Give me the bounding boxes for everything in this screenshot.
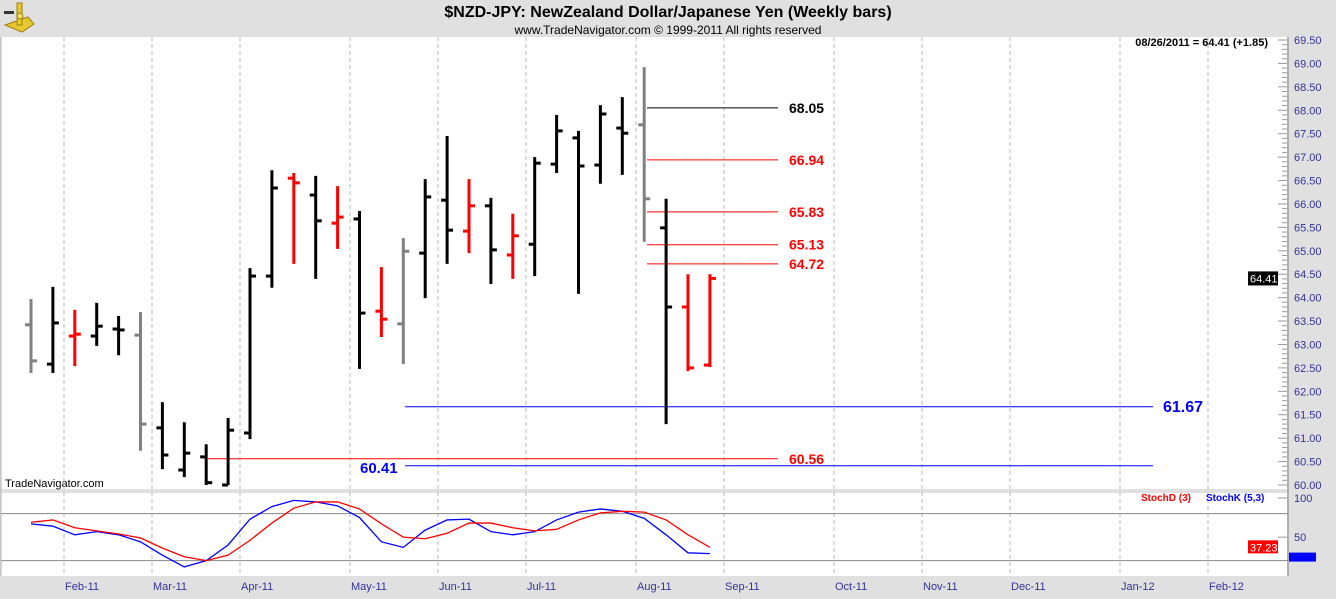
- ohlc-bar: [222, 418, 235, 487]
- y-tick-label: 66.50: [1294, 176, 1322, 188]
- last-quote-readout: 08/26/2011 = 64.41 (+1.85): [1135, 37, 1268, 49]
- y-tick-label: 63.50: [1294, 316, 1322, 328]
- x-tick-label: Mar-11: [153, 581, 187, 593]
- y-tick-label: 63.00: [1294, 339, 1322, 351]
- y-tick-label: 69.50: [1294, 35, 1322, 47]
- legend-stochk: StochK (5,3): [1206, 493, 1264, 504]
- stochastic-lines: 100 50 37.23: [1, 493, 1316, 568]
- stoch-tick-label: 100: [1294, 493, 1312, 505]
- ohlc-bar: [353, 210, 366, 369]
- y-tick-label: 61.00: [1294, 433, 1322, 445]
- ohlc-bar: [616, 97, 629, 175]
- ohlc-bar: [134, 312, 147, 451]
- stoch-line-stochd: [30, 501, 711, 562]
- x-tick-label: Jul-11: [527, 581, 556, 593]
- level-label: 66.94: [789, 152, 824, 168]
- level-label: 61.67: [1163, 399, 1203, 416]
- y-tick-label: 60.50: [1294, 457, 1322, 469]
- y-tick-label: 60.00: [1294, 480, 1322, 492]
- ohlc-bar: [46, 286, 59, 374]
- sextant-logo-icon: [3, 2, 35, 33]
- level-label: 60.41: [360, 460, 398, 477]
- ohlc-bar: [68, 309, 81, 367]
- ohlc-bar: [25, 299, 37, 374]
- y-tick-label: 67.50: [1294, 129, 1322, 141]
- x-tick-label: May-11: [351, 581, 387, 593]
- ohlc-bar: [287, 173, 300, 264]
- y-tick-label: 68.50: [1294, 82, 1322, 94]
- legend-stochd: StochD (3): [1141, 493, 1191, 504]
- y-tick-label: 64.50: [1294, 269, 1322, 281]
- ohlc-bar: [309, 175, 322, 279]
- ohlc-bar: [463, 179, 475, 254]
- ohlc-bar: [156, 402, 169, 470]
- ohlc-bar: [375, 267, 388, 337]
- x-tick-label: Aug-11: [637, 581, 672, 593]
- x-tick-label: Sep-11: [725, 581, 760, 593]
- date-axis[interactable]: Feb-11 Mar-11 Apr-11 May-11 Jun-11 Jul-11 Aug-…: [65, 581, 1244, 593]
- y-tick-label: 62.50: [1294, 363, 1322, 375]
- ohlc-bar: [265, 170, 278, 288]
- ohlc-bar: [682, 274, 694, 372]
- stochd-last-label: 37.23: [1250, 542, 1278, 554]
- stochd-last-box: [1248, 540, 1278, 554]
- x-tick-label: Jun-11: [439, 581, 472, 593]
- ohlc-bar: [112, 315, 125, 356]
- ohlc-bar: [703, 274, 716, 367]
- y-tick-label: 61.50: [1294, 410, 1322, 422]
- y-tick-label: 66.00: [1294, 199, 1322, 211]
- y-tick-label: 67.00: [1294, 152, 1322, 164]
- y-tick-label: 65.50: [1294, 222, 1322, 234]
- level-label: 65.13: [789, 237, 824, 253]
- ohlc-bar: [660, 198, 673, 425]
- stochk-last-box: [1289, 552, 1316, 562]
- month-gridlines: [63, 37, 1209, 576]
- y-tick-label: 68.00: [1294, 105, 1322, 117]
- ohlc-bar: [419, 179, 432, 299]
- y-tick-label: 69.00: [1294, 58, 1322, 70]
- ohlc-bar: [484, 197, 497, 285]
- ohlc-bar: [572, 130, 585, 294]
- ohlc-bar: [506, 213, 519, 279]
- ohlc-bar: [638, 67, 651, 242]
- ohlc-bar: [550, 114, 563, 174]
- ohlc-bar: [90, 302, 103, 346]
- ohlc-bar: [331, 186, 344, 249]
- y-tick-label: 65.00: [1294, 246, 1322, 258]
- ohlc-bars: [25, 67, 716, 487]
- x-tick-label: Nov-11: [923, 581, 958, 593]
- x-tick-label: Feb-11: [65, 581, 99, 593]
- stoch-line-stochk: [30, 499, 710, 568]
- x-tick-label: Jan-12: [1121, 581, 1155, 593]
- price-levels: 68.05 66.94 65.83 65.13 64.72 61.67 60.56 60.41: [208, 100, 1203, 477]
- level-label: 65.83: [789, 204, 824, 220]
- x-tick-label: Feb-12: [1209, 581, 1244, 593]
- stochastic-panel[interactable]: [1, 493, 1288, 576]
- level-label: 64.72: [789, 256, 824, 272]
- y-tick-label: 62.00: [1294, 386, 1322, 398]
- x-tick-label: Apr-11: [241, 581, 273, 593]
- copyright-subtitle: www.TradeNavigator.com © 1999-2011 All r…: [514, 23, 822, 37]
- last-price-label: 64.41: [1250, 273, 1278, 285]
- price-axis[interactable]: 60.00 60.50 61.00 61.50 62.00 62.50 63.00 63.50…: [1248, 35, 1322, 492]
- ohlc-bar: [178, 422, 191, 478]
- ohlc-bar: [244, 268, 256, 440]
- x-tick-label: Oct-11: [835, 581, 867, 593]
- y-tick-label: 64.00: [1294, 293, 1322, 305]
- ohlc-bar: [594, 105, 607, 184]
- x-tick-label: Dec-11: [1011, 581, 1046, 593]
- chart-title: $NZD-JPY: NewZealand Dollar/Japanese Yen…: [444, 4, 891, 21]
- level-label: 68.05: [789, 100, 824, 116]
- ohlc-bar: [441, 136, 454, 264]
- stoch-tick-label: 50: [1294, 532, 1306, 544]
- ohlc-bar: [397, 238, 410, 365]
- ohlc-bar: [528, 157, 541, 277]
- ohlc-bar: [200, 444, 213, 485]
- level-label: 60.56: [789, 451, 824, 467]
- watermark-text: TradeNavigator.com: [5, 478, 104, 490]
- last-price-box: [1248, 271, 1278, 286]
